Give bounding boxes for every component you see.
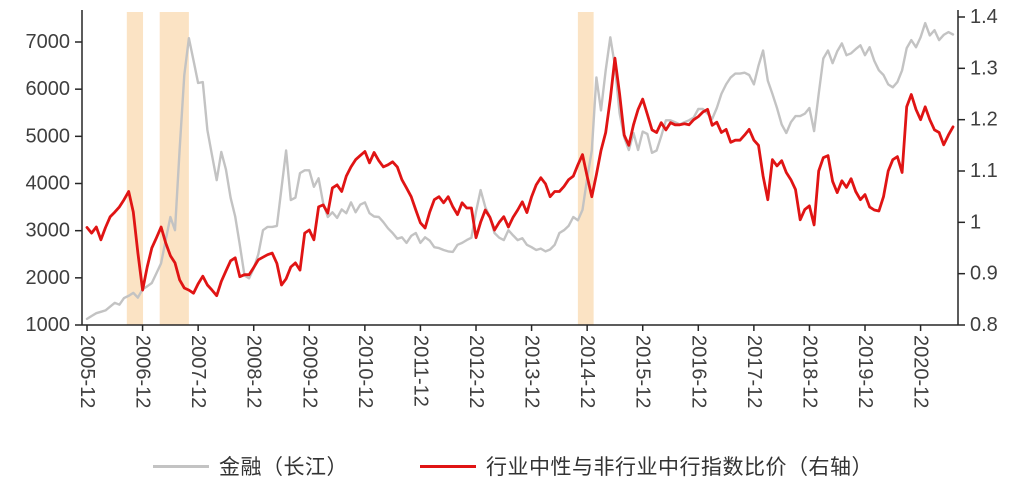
left-axis-tick-label: 2000 [26,267,71,289]
left-axis-tick-label: 3000 [26,220,71,242]
highlight-band [159,12,189,325]
x-axis-tick-label: 2005-12 [76,335,98,408]
left-axis-tick-label: 1000 [26,314,71,336]
series-lines [85,21,955,321]
right-axis-tick-label: 0.8 [970,314,998,336]
left-axis-tick-label: 6000 [26,78,71,100]
gray-series-label: 金融（长江） [219,456,348,479]
red-series-label: 行业中性与非行业中行指数比价（右轴） [486,456,873,479]
chart-legend: 金融（长江） 行业中性与非行业中行指数比价（右轴） [0,451,1026,481]
x-axis-tick-label: 2018-12 [798,335,820,408]
highlight-band [126,12,144,325]
axis-labels: 1000 2000 3000 4000 5000 6000 7000 0.8 0.9 1 1.1 1.… [26,6,998,408]
highlight-bands [126,12,594,325]
x-axis-tick-label: 2016-12 [687,335,709,408]
legend-item-gray-series: 金融（长江） [153,451,348,481]
x-axis-tick-label: 2015-12 [632,335,654,408]
red-series-line [85,56,955,298]
legend-item-red-series: 行业中性与非行业中行指数比价（右轴） [420,451,873,481]
gray-series-swatch [153,464,209,468]
right-axis-tick-label: 1 [970,211,981,233]
right-axis-tick-label: 1.4 [970,6,998,28]
left-axis-tick-label: 4000 [26,173,71,195]
gray-series-line [85,21,955,321]
axes [75,10,965,331]
right-axis-tick-label: 1.3 [970,57,998,79]
x-axis-tick-label: 2011-12 [409,335,431,407]
right-axis-tick-label: 0.9 [970,263,998,285]
right-axis-tick-label: 1.1 [970,160,998,182]
x-axis-tick-label: 2006-12 [132,335,154,408]
x-axis-tick-label: 2010-12 [354,335,376,408]
left-axis-tick-label: 7000 [26,31,71,53]
x-axis-tick-label: 2013-12 [521,335,543,408]
right-axis-tick-label: 1.2 [970,109,998,131]
red-series-swatch [420,464,476,468]
x-axis-tick-label: 2014-12 [576,335,598,408]
x-axis-tick-label: 2020-12 [910,335,932,408]
x-axis-tick-label: 2009-12 [298,335,320,408]
x-axis-tick-label: 2007-12 [187,335,209,408]
left-axis-tick-label: 5000 [26,125,71,147]
x-axis-tick-label: 2008-12 [243,335,265,408]
x-axis-tick-label: 2019-12 [854,335,876,408]
x-axis-tick-label: 2012-12 [465,335,487,408]
x-axis-tick-label: 2017-12 [743,335,765,408]
